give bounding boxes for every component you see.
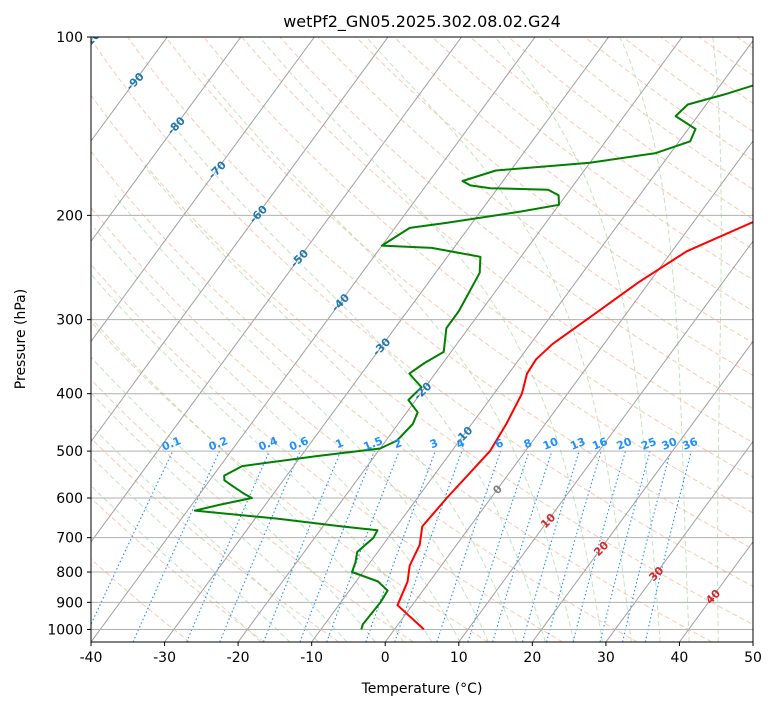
dry-adiabat-line [165,37,753,514]
moist-adiabat-line [93,227,461,642]
y-tick-label: 900 [56,595,83,611]
x-tick-label: 20 [523,650,541,666]
y-tick-label: 100 [56,30,83,46]
isotherm-line [91,37,242,243]
y-axis: 100 200 300 400 500 600 700 800 900 1000 [47,30,91,638]
mixing-ratio-line [492,450,553,642]
moist-adiabat-line [91,424,319,642]
x-tick-label: -10 [300,650,323,666]
mixing-ratio-line [521,450,580,642]
moist-adiabat-line [365,37,632,642]
x-tick-label: -20 [227,650,250,666]
x-tick-label: -30 [153,650,176,666]
mixing-ratio-label: 36 [680,435,699,453]
mixing-ratio-line [546,450,602,642]
pressure-gridlines [91,37,753,630]
y-tick-label: 800 [56,565,83,581]
dry-adiabat-line [241,37,753,444]
y-tick-label: 500 [56,444,83,460]
y-axis-label: Pressure (hPa) [13,289,29,389]
moist-adiabat-line [91,356,376,642]
mixing-ratio-label: 3 [428,436,440,451]
profile-series [193,84,753,631]
mixing-ratio-line [599,450,651,642]
mixing-ratio-label: 8 [522,436,534,451]
mixing-ratio-label: 20 [615,435,634,453]
x-tick-label: -40 [80,650,103,666]
x-tick-label: 10 [450,650,468,666]
mixing-ratio-line [622,450,672,642]
dry-adiabat-line [91,207,638,642]
mixing-ratio-line [572,450,627,642]
dry-adiabat-line [127,37,753,550]
isotherm-line [531,340,753,642]
isotherm-line [91,37,389,443]
isotherm-line [91,37,536,642]
moist-adiabat-line [91,455,291,642]
plot-area: -100-90-80-70-60-50-40-30-20-10010203040… [91,37,753,642]
moist-adiabat-line [619,37,690,642]
isotherm-line [91,37,315,343]
x-axis-label: Temperature (°C) [361,681,483,697]
mixing-ratio-label: 10 [541,435,560,453]
isotherms [91,37,753,642]
moist-adiabat-line [259,37,603,642]
isotherm-line [605,440,753,642]
x-tick-label: 0 [381,650,390,666]
y-tick-label: 600 [56,491,83,507]
y-tick-label: 1000 [47,622,83,638]
mixing-ratio-line [186,450,270,642]
mixing-ratio-line [219,450,301,642]
dry-adiabat-line [91,94,753,626]
mixing-ratio-label: 25 [639,435,658,453]
mixing-ratio-line [299,450,376,642]
isotherm-line [384,140,753,642]
moist-adiabat-line [712,37,722,642]
mixing-ratio-label: 1 [333,436,345,451]
moist-adiabat-line [143,165,518,642]
isotherm-line [311,39,753,642]
dry-adiabat-line [91,38,753,587]
temperature-line [396,220,753,631]
isotherm-line [91,37,168,142]
chart-title: wetPf2_GN05.2025.302.08.02.G24 [283,12,561,32]
y-tick-label: 300 [56,313,83,329]
mixing-ratio-label: 30 [660,435,679,453]
x-tick-label: 40 [671,650,689,666]
mixing-ratio-label: 13 [568,435,587,453]
y-tick-label: 200 [56,208,83,224]
y-tick-label: 700 [56,531,83,547]
moist-adiabat-line [91,273,433,642]
plot-frame [90,36,754,643]
y-tick-label: 400 [56,387,83,403]
dewpoint-line [193,84,753,630]
mixing-ratio-line [436,450,502,642]
dry-adiabat-line [91,263,563,642]
x-tick-label: 30 [597,650,615,666]
x-axis: -40 -30 -20 -10 0 10 20 30 40 50 [80,642,762,666]
moist-adiabat-line [494,37,661,642]
mixing-ratio-line [326,450,400,642]
moist-adiabat-line [114,194,489,642]
isotherm-line [237,37,683,642]
mixing-ratio-label: 16 [590,435,609,453]
mixing-ratio-label: 2 [392,436,404,451]
dry-adiabat-line [393,37,753,312]
dry-adiabat-line [317,37,753,377]
x-tick-label: 50 [744,650,762,666]
dry-adiabat-line [91,558,191,642]
moist-adiabat-line [202,72,575,642]
moist-adiabat-line [91,317,405,642]
mixing-ratio-line [467,450,530,642]
dry-adiabat-line [279,37,753,410]
mixing-ratio-line [365,450,436,642]
isotherm-line [164,37,610,642]
mixing-ratio-line [262,450,342,642]
isotherm-line [458,240,753,642]
moist-adiabat-line [91,392,348,642]
